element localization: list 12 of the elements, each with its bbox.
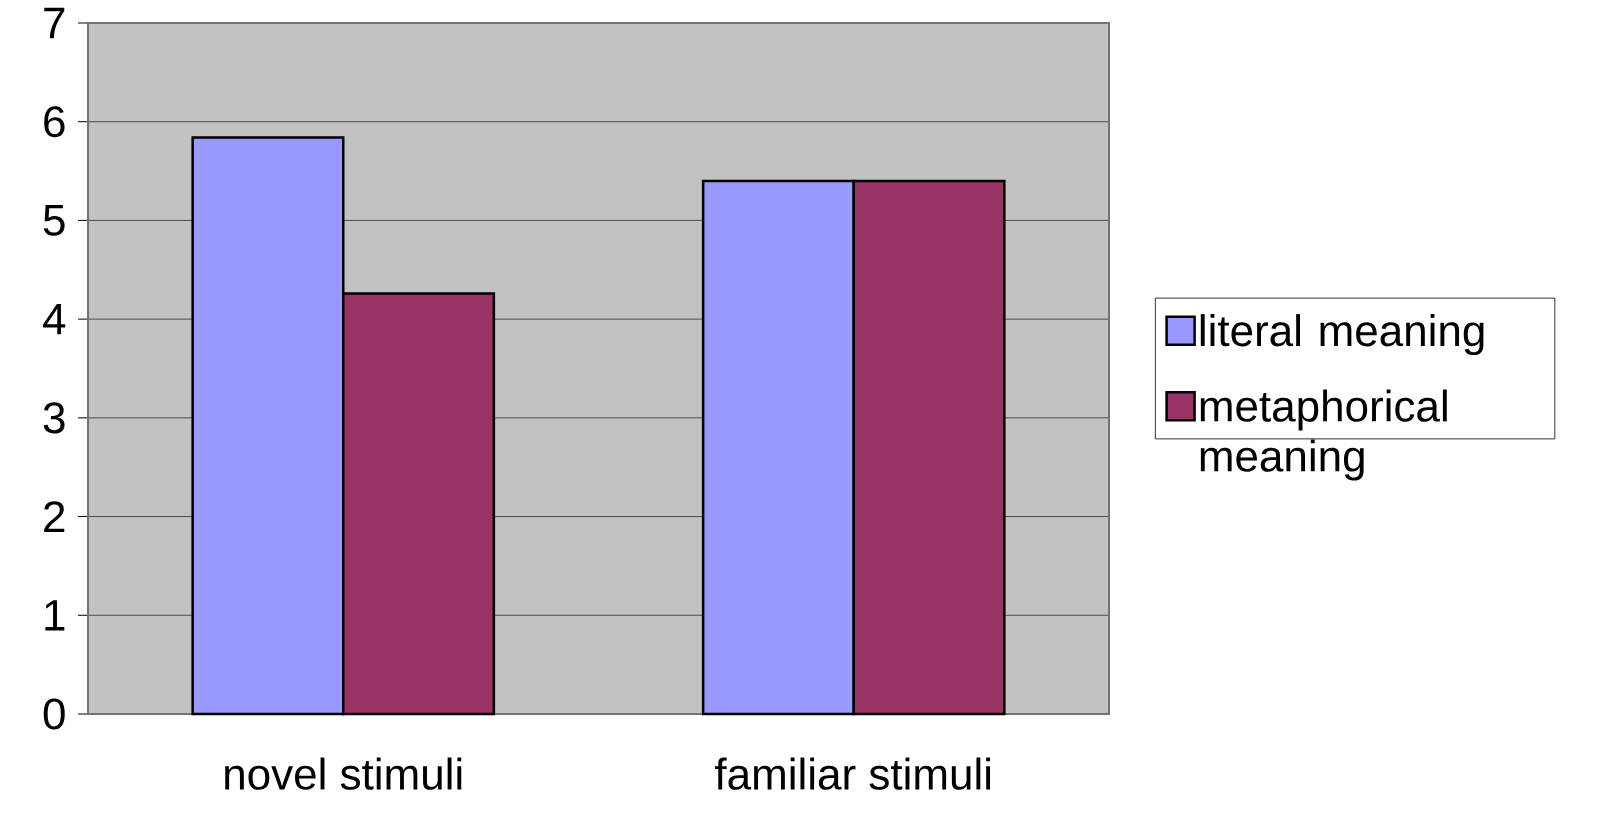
y-tick-label: 2 [44,501,65,532]
x-tick-label: novel stimuli [225,757,462,790]
y-tick-label: 4 [43,304,66,335]
x-tick-label: familiar stimuli [715,757,991,790]
y-tick-label: 0 [43,698,65,730]
legend-label: literal meaning [1200,314,1484,356]
y-tick-label: 5 [43,205,65,236]
y-tick-label: 7 [44,7,65,39]
y-tick-label: 6 [44,106,65,138]
y-tick-label: 3 [43,402,65,434]
y-tick-label: 1 [45,600,65,631]
legend-label: metaphorical meaning [1200,389,1447,481]
